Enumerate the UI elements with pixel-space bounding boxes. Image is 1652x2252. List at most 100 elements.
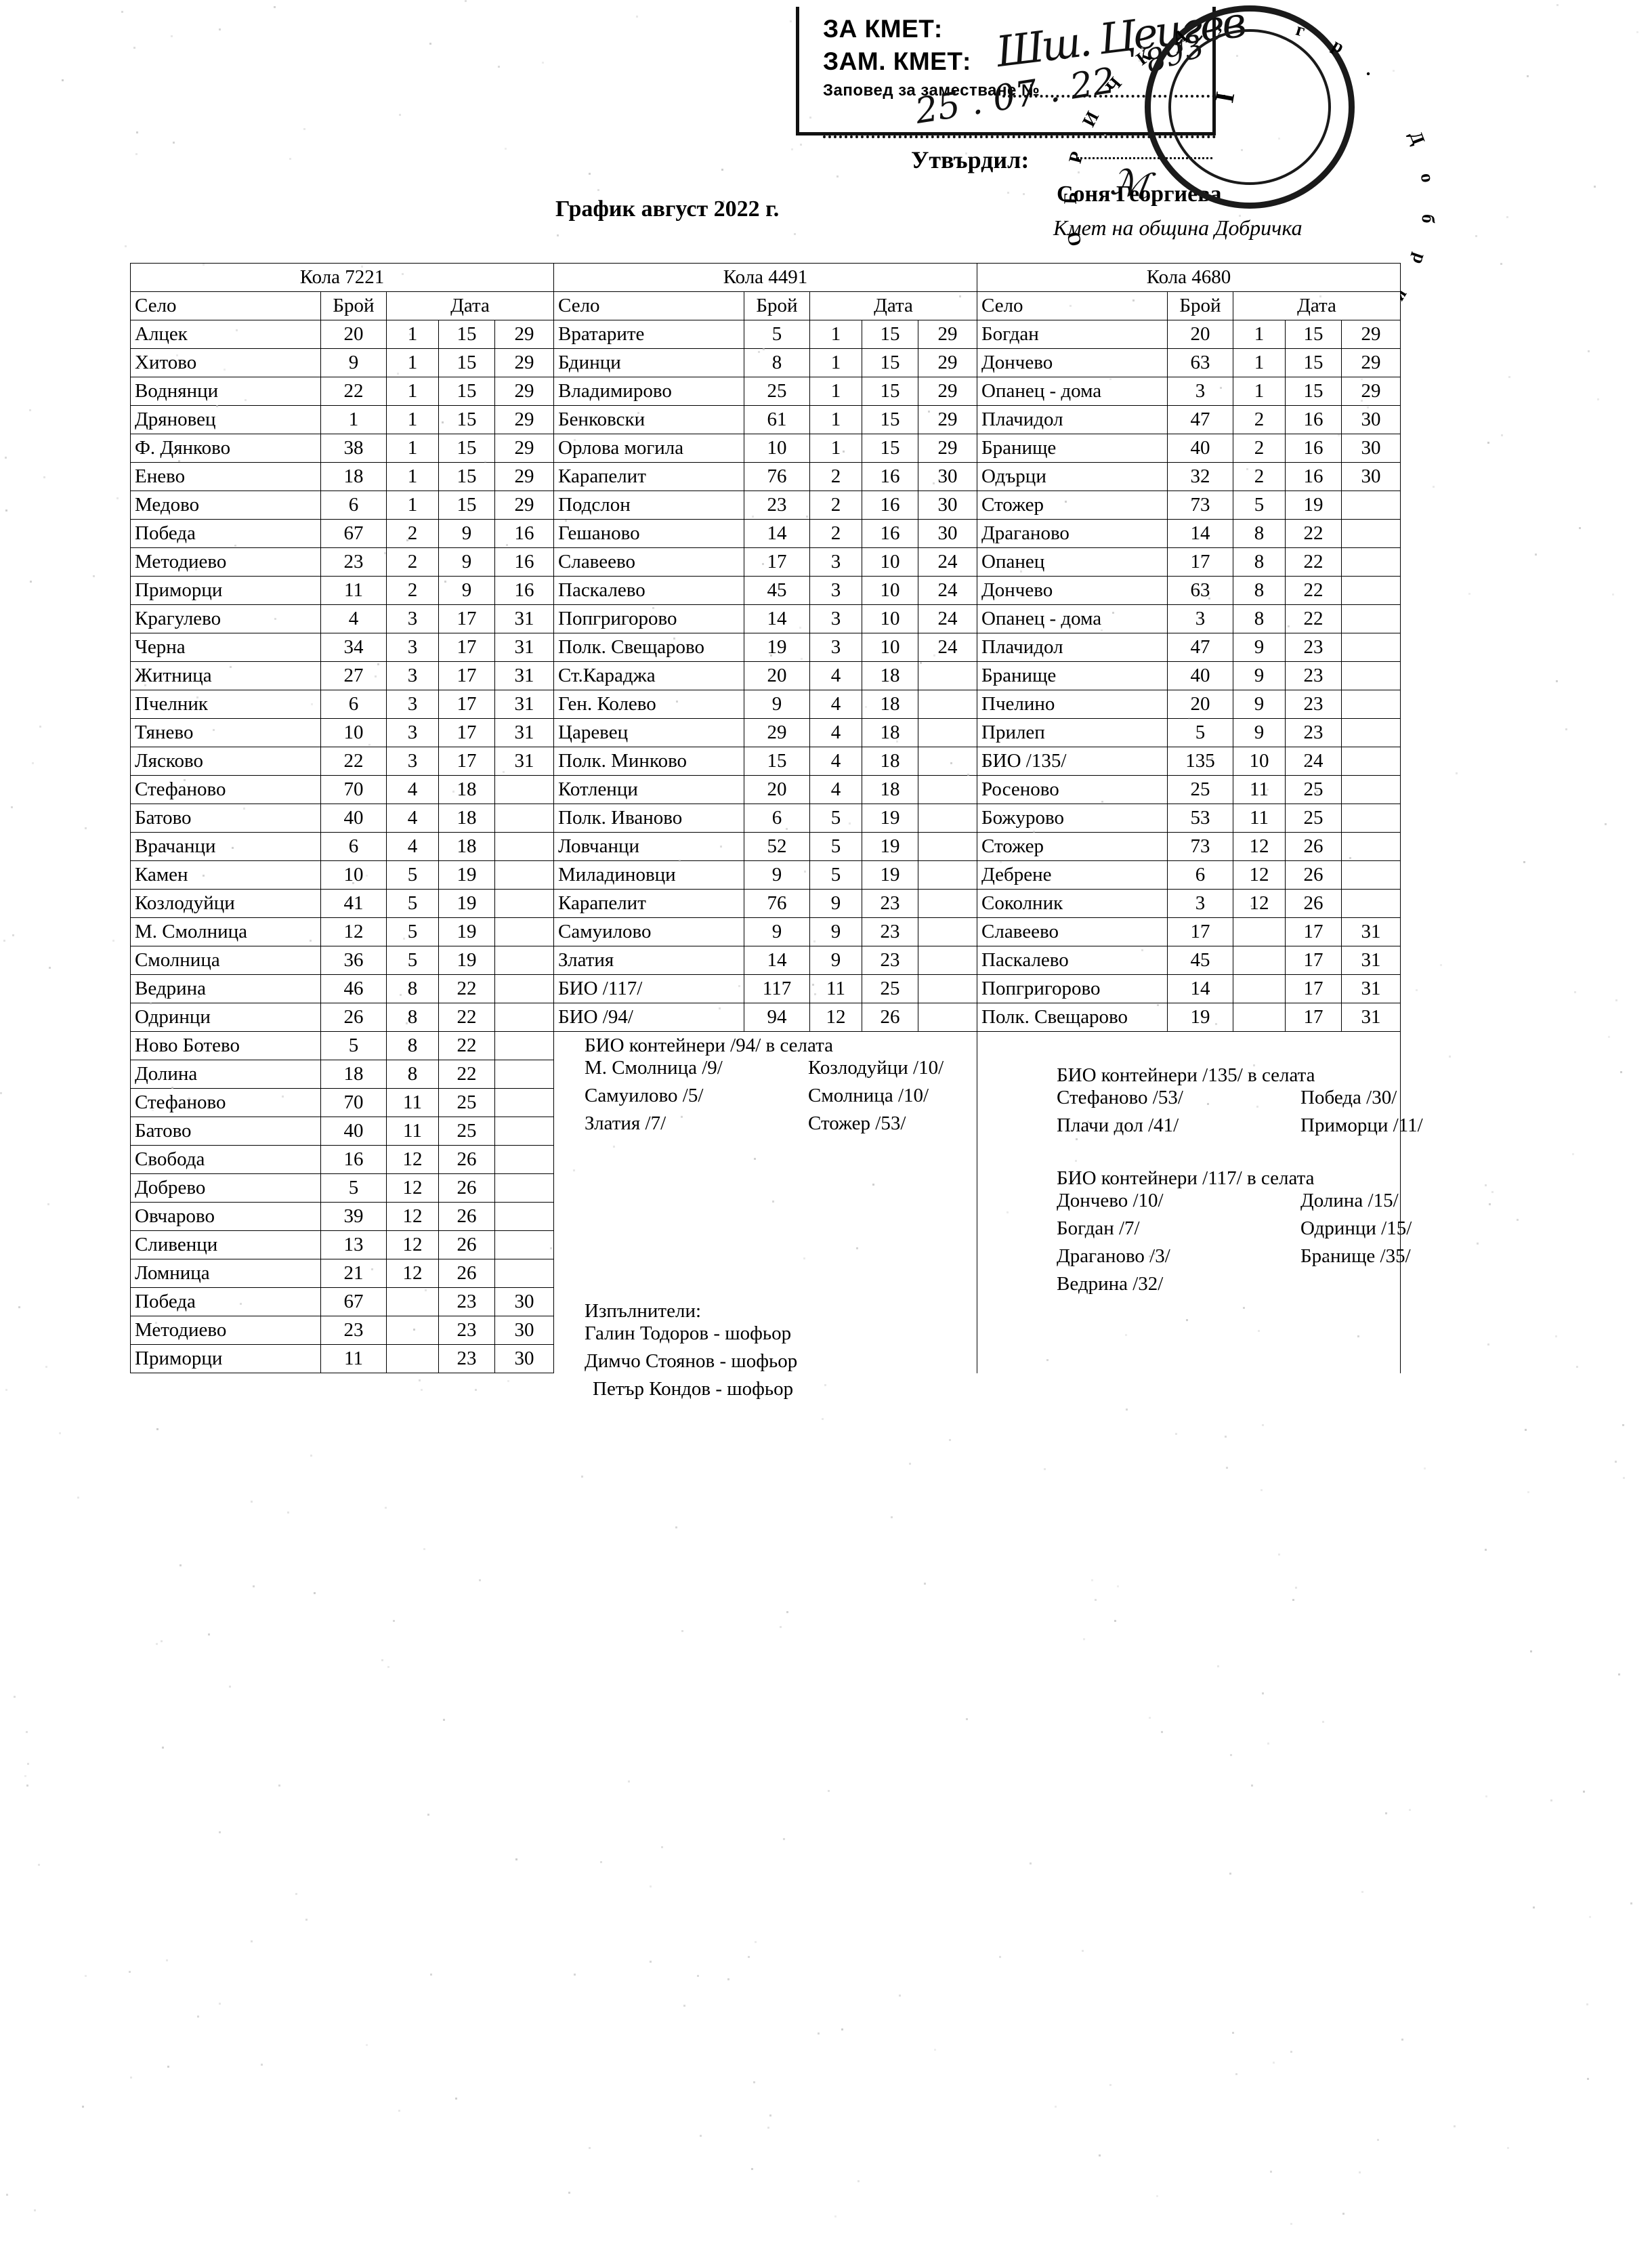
cell-count: 73	[1167, 832, 1233, 861]
scan-speckle	[141, 472, 143, 474]
scan-speckle	[1485, 1795, 1487, 1797]
scan-speckle	[920, 662, 922, 664]
scan-speckle	[167, 2066, 169, 2068]
scan-speckle	[245, 399, 247, 401]
scan-speckle	[1572, 1153, 1574, 1155]
scan-speckle	[1044, 1468, 1046, 1470]
scan-speckle	[274, 618, 276, 620]
scan-speckle	[1500, 263, 1502, 265]
cell-date-c	[918, 1202, 977, 1231]
cell-village: Хитово	[130, 348, 321, 377]
cell-count: 6	[1167, 860, 1233, 890]
scan-speckle	[1256, 1106, 1258, 1108]
scan-speckle	[767, 2127, 769, 2129]
table-row: Победа 67 2 9 16 Гешаново 14 2 16 30 Драганово 14 8 2…	[130, 519, 1401, 548]
scan-speckle	[1236, 55, 1238, 57]
cell-date-c	[918, 1316, 977, 1345]
note-item: Богдан /7/	[1057, 1217, 1140, 1239]
table-row: Житница 27 3 17 31 Ст.Караджа 20 4 18 Бранище 40 9 2…	[130, 661, 1401, 690]
cell-date-c	[918, 1173, 977, 1203]
cell-count	[744, 1117, 810, 1146]
cell-date-c	[494, 775, 554, 804]
scan-speckle	[85, 827, 87, 829]
cell-village: Камен	[130, 860, 321, 890]
cell-village	[553, 1031, 744, 1060]
car-header-row: Кола 7221 Кола 4491 Кола 4680	[130, 263, 1401, 292]
note-item: Самуилово /5/	[585, 1084, 704, 1106]
cell-village: Смолница	[130, 946, 321, 975]
scan-speckle	[721, 169, 723, 171]
cell-date-c: 31	[494, 604, 554, 633]
scan-speckle	[565, 520, 567, 522]
scan-speckle	[311, 703, 313, 705]
scan-speckle	[49, 967, 51, 969]
scan-speckle	[129, 1971, 131, 1973]
cell-date-c	[918, 974, 977, 1003]
cell-count: 13	[320, 1230, 387, 1259]
scan-speckle	[949, 1439, 951, 1441]
executor-name: Димчо Стоянов - шофьор	[585, 1350, 798, 1372]
cell-date-a: 2	[386, 519, 439, 548]
scan-speckle	[1618, 1673, 1620, 1675]
cell-date-c: 24	[918, 576, 977, 605]
cell-date-a: 8	[386, 974, 439, 1003]
scan-speckle	[148, 1165, 150, 1167]
scan-speckle	[278, 1785, 280, 1787]
scan-speckle	[800, 144, 802, 146]
cell-count: 6	[744, 804, 810, 833]
scan-speckle	[1615, 999, 1617, 1001]
scan-speckle	[584, 905, 586, 907]
cell-count: 14	[744, 604, 810, 633]
cell-date-a	[1233, 974, 1286, 1003]
cell-date-a: 1	[386, 377, 439, 406]
scan-speckle	[1393, 70, 1395, 72]
scan-speckle	[12, 934, 14, 936]
scan-speckle	[720, 846, 722, 848]
cell-date-a: 4	[386, 775, 439, 804]
scan-speckle	[505, 148, 507, 150]
cell-date-b: 17	[438, 661, 495, 690]
scan-speckle	[1409, 1809, 1411, 1811]
cell-village: Царевец	[553, 718, 744, 747]
cell-count: 40	[320, 804, 387, 833]
cell-date-b: 19	[862, 804, 918, 833]
cell-count	[744, 1202, 810, 1231]
scan-speckle	[1322, 1721, 1324, 1723]
scan-speckle	[966, 1718, 968, 1720]
cell-count	[1167, 1259, 1233, 1288]
table-row: Методиево 23 23 30	[130, 1316, 1401, 1345]
cell-date-b: 17	[1285, 1003, 1342, 1032]
cell-village: Паскалево	[977, 946, 1168, 975]
scan-speckle	[1597, 398, 1599, 400]
scan-speckle	[399, 114, 401, 116]
cell-date-b: 26	[862, 1003, 918, 1032]
scan-speckle	[224, 369, 226, 371]
scan-speckle	[1007, 192, 1009, 194]
cell-count: 47	[1167, 633, 1233, 662]
cell-count	[1167, 1173, 1233, 1203]
cell-date-b: 9	[438, 519, 495, 548]
cell-date-b	[1285, 1230, 1342, 1259]
cell-count: 32	[1167, 462, 1233, 491]
cell-count: 36	[320, 946, 387, 975]
cell-date-c	[918, 946, 977, 975]
cell-date-a	[809, 1202, 862, 1231]
cell-date-b: 23	[1285, 718, 1342, 747]
cell-date-c	[1341, 1145, 1401, 1174]
cell-village: Бранище	[977, 434, 1168, 463]
cell-date-b: 23	[438, 1287, 495, 1316]
cell-date-c: 29	[918, 434, 977, 463]
scan-speckle	[1525, 1429, 1527, 1431]
scan-speckle	[503, 771, 505, 773]
table-row: Тяневo 10 3 17 31 Царевец 29 4 18 Прилеп 5 9 23	[130, 718, 1401, 747]
cell-date-c	[1341, 519, 1401, 548]
cell-village	[553, 1344, 744, 1373]
scan-speckle	[1487, 1343, 1489, 1346]
scan-speckle	[719, 1007, 721, 1009]
bio-notes-117: БИО контейнери /117/ в селата Дончево /10…	[1057, 1167, 1412, 1301]
scan-speckle	[1207, 1103, 1209, 1105]
cell-count: 20	[320, 320, 387, 349]
scan-speckle	[1485, 1184, 1487, 1186]
scan-speckle	[1533, 1906, 1535, 1909]
scan-speckle	[465, 0, 467, 2]
